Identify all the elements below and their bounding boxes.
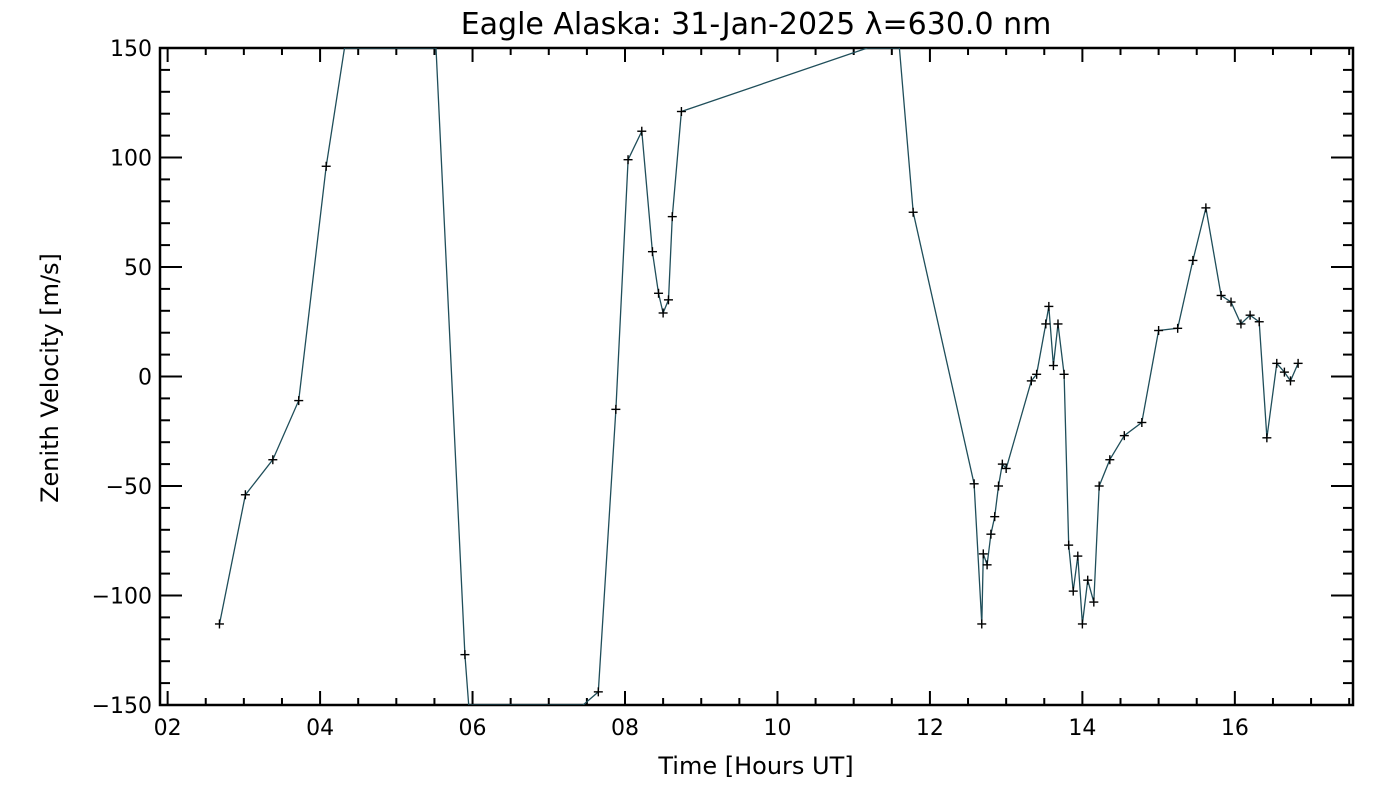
data-point (1216, 290, 1226, 300)
plot-frame (158, 46, 1355, 707)
data-point (1032, 369, 1042, 379)
data-point (214, 619, 224, 629)
data-point (1272, 358, 1282, 368)
data-point (1089, 597, 1099, 607)
y-tick-label: 100 (110, 147, 152, 172)
data-point (1201, 203, 1211, 213)
data-point (997, 459, 1007, 469)
data-point (1059, 369, 1069, 379)
data-point (654, 288, 664, 298)
data-point (294, 396, 304, 406)
data-point (611, 404, 621, 414)
data-point (1064, 540, 1074, 550)
data-point (623, 155, 633, 165)
y-tick-label: −50 (106, 475, 152, 500)
data-point (1083, 575, 1093, 585)
data-point (986, 529, 996, 539)
data-point (990, 512, 1000, 522)
data-point (1041, 319, 1051, 329)
chart-title: Eagle Alaska: 31-Jan-2025 λ=630.0 nm (461, 7, 1052, 42)
data-point (1073, 551, 1083, 561)
y-tick-label: −100 (92, 585, 152, 610)
series-line (218, 48, 1299, 705)
x-tick-label: 04 (306, 716, 334, 741)
data-point (1254, 317, 1264, 327)
data-point (667, 212, 677, 222)
data-point (593, 687, 603, 697)
data-point (1293, 358, 1303, 368)
x-tick-label: 16 (1221, 716, 1249, 741)
plot-area: 02 04 06 08 10 12 14 16 −150 −100 −50 0 50 100 150 (92, 37, 1355, 741)
data-point (676, 107, 686, 117)
data-point (1262, 433, 1272, 443)
data-point (1026, 376, 1036, 386)
data-point (1048, 361, 1058, 371)
data-point (1077, 619, 1087, 629)
data-point (1053, 319, 1063, 329)
x-tick-label: 06 (459, 716, 487, 741)
x-tick-label: 08 (611, 716, 639, 741)
data-point (1068, 586, 1078, 596)
x-tick-label: 10 (763, 716, 791, 741)
data-point (969, 479, 979, 489)
data-point (1154, 326, 1164, 336)
data-point (1226, 297, 1236, 307)
data-point (663, 295, 673, 305)
x-tick-label: 02 (154, 716, 182, 741)
data-point (1245, 310, 1255, 320)
data-point (1001, 463, 1011, 473)
data-point (1279, 367, 1289, 377)
data-point (994, 481, 1004, 491)
data-point (1119, 431, 1129, 441)
y-axis-label: Zenith Velocity [m/s] (36, 253, 64, 503)
data-point (460, 650, 470, 660)
x-tick-label: 12 (916, 716, 944, 741)
data-point (977, 619, 987, 629)
data-point (1236, 319, 1246, 329)
y-tick-label: 50 (124, 256, 152, 281)
data-point (1094, 481, 1104, 491)
data-point (1044, 301, 1054, 311)
x-tick-label: 14 (1068, 716, 1096, 741)
y-tick-label: −150 (92, 694, 152, 719)
data-point (978, 549, 988, 559)
data-point (908, 207, 918, 217)
y-tick-label: 0 (138, 366, 152, 391)
data-point (268, 455, 278, 465)
y-tick-label: 150 (110, 37, 152, 62)
data-point (1285, 376, 1295, 386)
data-point (1188, 255, 1198, 265)
data-point (637, 126, 647, 136)
data-point (321, 161, 331, 171)
data-point (982, 560, 992, 570)
data-point (1173, 323, 1183, 333)
data-point (658, 308, 668, 318)
data-point (240, 490, 250, 500)
data-point (647, 247, 657, 257)
x-axis-label: Time [Hours UT] (657, 752, 853, 780)
data-point (1105, 455, 1115, 465)
data-point (1137, 417, 1147, 427)
